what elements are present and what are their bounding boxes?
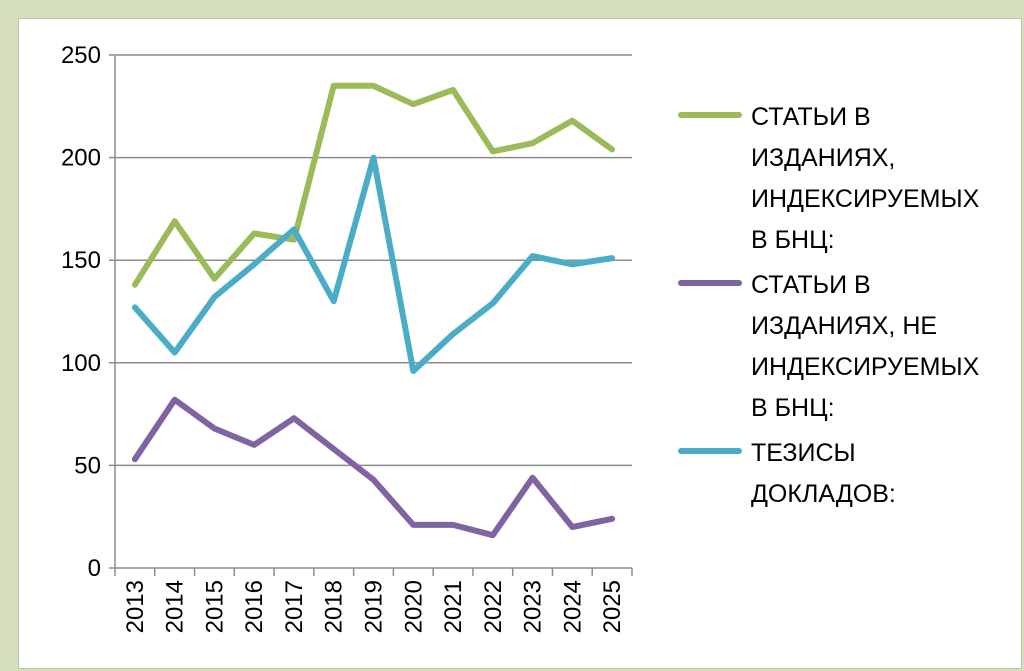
y-tick-label: 250 — [61, 42, 101, 69]
y-tick-label: 50 — [74, 452, 101, 479]
axes — [109, 54, 633, 576]
legend-entry: СТАТЬИ В ИЗДАНИЯХ, НЕ ИНДЕКСИРУЕМЫХ В БНЦ: — [678, 271, 980, 422]
legend-entry: ТЕЗИСЫ ДОКЛАДОВ: — [678, 439, 896, 508]
x-tick-label: 2019 — [361, 580, 388, 633]
x-tick-label: 2013 — [122, 580, 149, 633]
x-tick-label: 2024 — [559, 580, 586, 633]
y-tick-label: 100 — [61, 350, 101, 377]
x-axis-ticks: 2013 2014 2015 2016 2017 2018 2019 2020 2021 2022… — [122, 580, 626, 633]
series-lines — [131, 82, 616, 539]
legend-label: ДОКЛАДОВ: — [751, 480, 896, 508]
chart-panel: 0 50 100 150 200 250 2013 2014 2015 2016 2017 2018… — [18, 18, 1022, 669]
legend-label: ТЕЗИСЫ — [751, 439, 856, 467]
x-tick-label: 2015 — [201, 580, 228, 633]
y-tick-label: 150 — [61, 247, 101, 274]
legend-label: В БНЦ: — [751, 394, 835, 422]
y-axis-ticks: 0 50 100 150 200 250 — [61, 42, 101, 582]
legend-label: ИЗДАНИЯХ, — [751, 144, 895, 172]
legend-label: ИЗДАНИЯХ, НЕ — [751, 312, 937, 340]
y-tick-label: 0 — [88, 555, 101, 582]
x-tick-label: 2018 — [321, 580, 348, 633]
legend-label: СТАТЬИ В — [751, 271, 871, 299]
x-tick-label: 2020 — [400, 580, 427, 633]
legend-entry: СТАТЬИ В ИЗДАНИЯХ, ИНДЕКСИРУЕМЫХ В БНЦ: — [678, 103, 980, 254]
x-tick-label: 2014 — [162, 580, 189, 633]
x-tick-label: 2021 — [440, 580, 467, 633]
line-chart: 0 50 100 150 200 250 2013 2014 2015 2016 2017 2018… — [61, 42, 980, 633]
x-tick-label: 2022 — [480, 580, 507, 633]
legend-label: ИНДЕКСИРУЕМЫХ — [751, 353, 980, 381]
x-tick-label: 2016 — [241, 580, 268, 633]
x-tick-label: 2017 — [281, 580, 308, 633]
x-tick-label: 2023 — [520, 580, 547, 633]
series-line — [131, 396, 616, 539]
legend-label: СТАТЬИ В — [751, 103, 871, 131]
y-tick-label: 200 — [61, 145, 101, 172]
series-line — [131, 82, 616, 288]
x-tick-label: 2025 — [599, 580, 626, 633]
legend-label: ИНДЕКСИРУЕМЫХ — [751, 185, 980, 213]
legend-label: В БНЦ: — [751, 226, 835, 254]
series-line — [131, 154, 616, 374]
